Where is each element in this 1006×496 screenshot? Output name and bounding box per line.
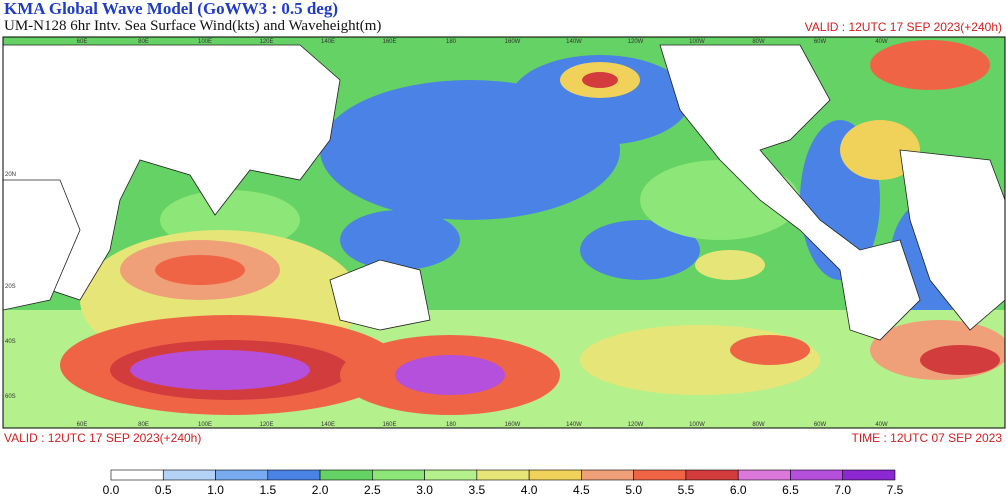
- colorbar-label: 3.5: [469, 483, 486, 496]
- lon-label: 180: [446, 422, 457, 428]
- lon-label: 140E: [321, 422, 335, 428]
- colorbar-label: 7.0: [834, 483, 851, 496]
- colorbar-label: 1.0: [207, 483, 224, 496]
- lat-label: 40S: [5, 339, 16, 345]
- lon-label: 80W: [752, 39, 765, 45]
- colorbar-swatch: [790, 469, 844, 481]
- colorbar-label: 2.0: [312, 483, 329, 496]
- lon-label: 180: [446, 39, 457, 45]
- lat-label: 20N: [5, 172, 16, 178]
- colorbar-swatch: [476, 469, 530, 481]
- lon-label: 100W: [689, 39, 705, 45]
- lat-label: 20S: [5, 284, 16, 290]
- colorbar: 0.0 0.5 1.0 1.5 2.0 2.5 3.0 3.5 4.0 4.5 5.0 5.5 6.0 6…: [103, 469, 904, 496]
- colorbar-swatch: [842, 469, 896, 481]
- colorbar-swatch: [110, 469, 164, 481]
- lon-label: 100W: [689, 422, 705, 428]
- lon-label: 80E: [138, 39, 149, 45]
- lon-label: 120W: [628, 39, 644, 45]
- colorbar-swatch: [685, 469, 739, 481]
- colorbar-label: 6.0: [730, 483, 747, 496]
- lon-label: 60W: [814, 39, 827, 45]
- map: 60E 60E 80E 80E 100E 100E 120E 120E 140E 140E 160E…: [2, 36, 1006, 429]
- lon-label: 100E: [198, 422, 212, 428]
- colorbar-label: 6.5: [782, 483, 799, 496]
- valid-top: VALID : 12UTC 17 SEP 2023(+240h): [805, 20, 1002, 34]
- colorbar-swatch: [424, 469, 478, 481]
- colorbar-label: 4.5: [573, 483, 590, 496]
- colorbar-swatch: [581, 469, 634, 481]
- subtitle: UM-N128 6hr Intv. Sea Surface Wind(kts) …: [4, 18, 381, 34]
- colorbar-label: 7.5: [887, 483, 904, 496]
- lon-label: 140W: [566, 422, 582, 428]
- lon-label: 40W: [875, 39, 888, 45]
- colorbar-swatch: [528, 469, 582, 481]
- lon-label: 60E: [77, 422, 88, 428]
- lon-label: 120W: [628, 422, 644, 428]
- lon-label: 160W: [505, 39, 521, 45]
- lon-label: 100E: [198, 39, 212, 45]
- lon-label: 160E: [382, 39, 396, 45]
- issue-time: TIME : 12UTC 07 SEP 2023: [851, 431, 1002, 445]
- colorbar-swatch: [267, 469, 321, 481]
- lat-label: 60S: [5, 394, 16, 400]
- colorbar-label: 5.5: [678, 483, 695, 496]
- lon-label: 120E: [259, 422, 273, 428]
- lon-label: 160W: [505, 422, 521, 428]
- colorbar-label: 5.0: [625, 483, 642, 496]
- lon-label: 160E: [382, 422, 396, 428]
- lon-label: 60E: [77, 39, 88, 45]
- colorbar-swatch: [633, 469, 687, 481]
- valid-bottom: VALID : 12UTC 17 SEP 2023(+240h): [4, 431, 201, 445]
- lon-label: 80E: [138, 422, 149, 428]
- colorbar-label: 2.5: [364, 483, 381, 496]
- lon-label: 60W: [814, 422, 827, 428]
- colorbar-label: 3.0: [416, 483, 433, 496]
- colorbar-swatch: [319, 469, 373, 481]
- title: KMA Global Wave Model (GoWW3 : 0.5 deg): [4, 0, 338, 18]
- colorbar-label: 0.0: [103, 483, 120, 496]
- colorbar-swatch: [215, 469, 269, 481]
- colorbar-swatch: [162, 469, 216, 481]
- lon-label: 80W: [752, 422, 765, 428]
- colorbar-swatch: [372, 469, 425, 481]
- lon-label: 120E: [259, 39, 273, 45]
- lon-label: 140E: [321, 39, 335, 45]
- colorbar-swatch: [737, 469, 791, 481]
- colorbar-label: 4.0: [521, 483, 538, 496]
- colorbar-label: 0.5: [155, 483, 172, 496]
- lon-label: 140W: [566, 39, 582, 45]
- colorbar-label: 1.5: [259, 483, 276, 496]
- lon-label: 40W: [875, 422, 888, 428]
